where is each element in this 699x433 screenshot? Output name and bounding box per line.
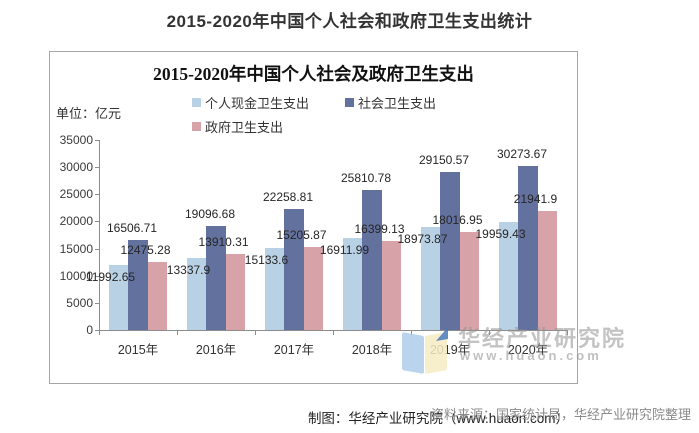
y-tick-mark xyxy=(95,221,99,223)
legend-item: 社会卫生支出 xyxy=(345,93,436,112)
page-title: 2015-2020年中国个人社会和政府卫生支出统计 xyxy=(166,12,533,31)
bar-value-label: 18016.95 xyxy=(432,213,483,228)
y-tick-label: 30000 xyxy=(59,160,93,175)
bar-2019年-s1 xyxy=(440,171,460,330)
bar-2018年-s1 xyxy=(362,189,382,330)
legend-row: 政府卫生支出 xyxy=(192,117,492,136)
x-tick-mark xyxy=(177,331,178,335)
legend-swatch-icon xyxy=(192,122,201,131)
x-category-label: 2017年 xyxy=(273,343,315,357)
bar-2016年-s0 xyxy=(186,257,207,330)
x-category-label: 2019年 xyxy=(429,343,471,357)
bar-value-label: 16399.13 xyxy=(354,221,405,236)
bar-2020年-s0 xyxy=(498,221,519,330)
legend-swatch-icon xyxy=(345,98,355,107)
y-tick-label: 15000 xyxy=(59,241,93,256)
bar-value-label: 30273.67 xyxy=(496,146,548,161)
chart-caption: 制图：华经产业研究院（www.huaon.com） xyxy=(307,411,569,426)
bar-value-label: 16911.99 xyxy=(319,243,370,258)
bar-value-label: 11992.65 xyxy=(85,269,136,284)
y-tick-mark xyxy=(95,140,99,141)
legend-item: 个人现金卫生支出 xyxy=(192,93,309,112)
bar-value-label: 15133.6 xyxy=(244,252,289,267)
x-tick-mark xyxy=(255,331,256,335)
y-tick-mark xyxy=(95,167,99,169)
bar-value-label: 21941.9 xyxy=(513,191,558,206)
legend-item: 政府卫生支出 xyxy=(192,117,283,136)
plot-area: 0 5000 10000 15000 20000 25000 30000 35000 11992… xyxy=(50,52,577,383)
y-tick-label: 35000 xyxy=(59,133,93,147)
legend-label: 个人现金卫生支出 xyxy=(205,96,310,111)
bar-value-label: 18973.87 xyxy=(397,231,448,246)
chart-legend: 个人现金卫生支出 社会卫生支出政府卫生支出 xyxy=(192,93,492,141)
y-tick-label: 20000 xyxy=(59,214,93,229)
bar-value-label: 12475.28 xyxy=(120,243,171,258)
bar-value-label: 19096.68 xyxy=(184,207,236,222)
bar-2016年-s2 xyxy=(225,254,246,330)
legend-row: 个人现金卫生支出 社会卫生支出 xyxy=(192,93,492,112)
bar-2015年-s2 xyxy=(147,262,168,330)
y-tick-label: 25000 xyxy=(59,187,93,202)
bar-value-label: 19959.43 xyxy=(475,226,526,241)
y-axis-line xyxy=(99,140,100,331)
bar-2015年-s1 xyxy=(128,240,148,330)
bar-value-label: 15205.87 xyxy=(276,228,327,243)
bar-2019年-s2 xyxy=(459,232,480,330)
y-tick-label: 5000 xyxy=(66,295,93,310)
chart-panel: 2015-2020年中国个人社会及政府卫生支出 单位：亿元 个人现金卫生支出 社会… xyxy=(49,51,624,426)
source-note: 资料来源：国家统计局，华经产业研究院整理 xyxy=(430,407,691,422)
x-tick-mark xyxy=(333,331,334,335)
y-tick-label: 10000 xyxy=(59,268,93,283)
y-tick-mark xyxy=(95,302,99,304)
unit-label: 单位：亿元 xyxy=(56,106,122,121)
x-category-label: 2020年 xyxy=(507,343,549,357)
x-axis-line xyxy=(99,330,568,331)
y-tick-mark xyxy=(95,275,99,277)
x-tick-mark xyxy=(411,331,412,335)
bar-value-label: 13910.31 xyxy=(198,235,249,250)
bar-value-label: 13337.9 xyxy=(166,262,211,277)
x-category-label: 2018年 xyxy=(351,343,393,357)
legend-label: 社会卫生支出 xyxy=(358,96,437,111)
bar-2020年-s1 xyxy=(518,165,538,330)
bar-2020年-s2 xyxy=(537,210,558,330)
y-tick-label: 0 xyxy=(86,323,93,337)
bar-value-label: 22258.81 xyxy=(262,190,314,205)
x-tick-mark xyxy=(567,331,568,335)
y-tick-mark xyxy=(95,330,99,331)
x-category-label: 2015年 xyxy=(117,343,159,357)
bar-2015年-s0 xyxy=(108,264,129,330)
bar-2017年-s2 xyxy=(303,247,324,330)
legend-label: 政府卫生支出 xyxy=(205,120,284,135)
bar-2018年-s0 xyxy=(342,238,363,330)
x-tick-mark xyxy=(489,331,490,335)
bar-2016年-s1 xyxy=(206,226,226,330)
x-category-label: 2016年 xyxy=(195,343,237,357)
bar-2017年-s1 xyxy=(284,209,304,330)
bar-2018年-s2 xyxy=(381,240,402,330)
legend-swatch-icon xyxy=(192,98,201,107)
bar-value-label: 29150.57 xyxy=(418,152,470,167)
y-tick-mark xyxy=(95,194,99,196)
bar-value-label: 25810.78 xyxy=(340,170,392,185)
bar-value-label: 16506.71 xyxy=(106,221,158,236)
chart-title: 2015-2020年中国个人社会及政府卫生支出 xyxy=(153,64,474,84)
bar-2017年-s0 xyxy=(264,247,285,330)
bar-2019年-s0 xyxy=(420,226,441,330)
x-tick-mark xyxy=(99,331,100,335)
y-tick-mark xyxy=(95,248,99,250)
